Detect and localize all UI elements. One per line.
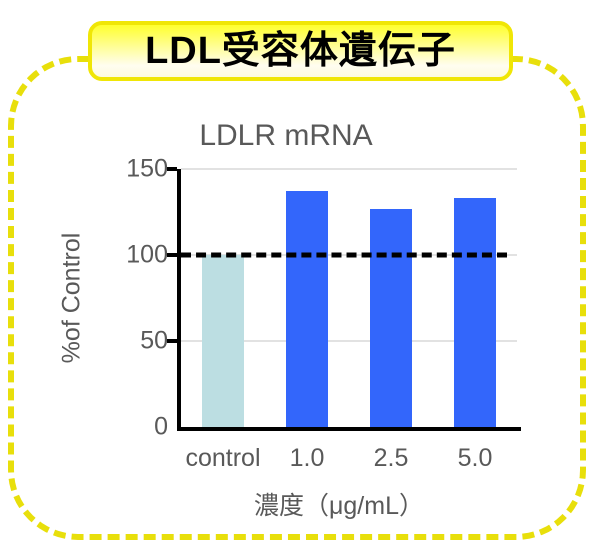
- x-axis-title: 濃度（μg/mL）: [254, 492, 424, 520]
- x-tick-label-2.5: 2.5: [373, 444, 409, 472]
- y-tick-label-100: 100: [126, 240, 168, 269]
- y-axis-tick-labels: 0 50 100 150: [96, 156, 168, 439]
- title-banner: LDL受容体遺伝子: [88, 21, 513, 81]
- bars: [181, 169, 517, 427]
- y-tick-mark-100: [167, 253, 177, 257]
- reference-line-100: [181, 252, 507, 258]
- bar-5.0: [454, 198, 496, 427]
- gridline-y50: [181, 340, 517, 342]
- y-tick-mark-150: [167, 167, 177, 171]
- y-tick-mark-50: [167, 339, 177, 343]
- bar-slot-2.5: [349, 169, 433, 427]
- gridline-y150: [181, 168, 517, 170]
- x-axis-tick-labels: control 1.0 2.5 5.0: [181, 444, 517, 473]
- chart-title: LDLR mRNA: [199, 119, 373, 152]
- bar-slot-5.0: [433, 169, 517, 427]
- x-tick-label-5.0: 5.0: [457, 444, 493, 472]
- bar-slot-1.0: [265, 169, 349, 427]
- bar-2.5: [370, 208, 412, 427]
- plot-area: [167, 167, 521, 431]
- y-tick-label-50: 50: [140, 326, 168, 355]
- x-tick-label-1.0: 1.0: [289, 444, 325, 472]
- bar-1.0: [286, 191, 328, 427]
- y-axis-title: %of Control: [57, 232, 86, 364]
- y-tick-label-150: 150: [126, 154, 168, 183]
- bar-slot-control: [181, 169, 265, 427]
- x-tick-label-control: control: [185, 444, 261, 472]
- page-title: LDL受容体遺伝子: [145, 30, 456, 72]
- y-tick-label-0: 0: [154, 412, 168, 441]
- bar-control: [202, 255, 244, 427]
